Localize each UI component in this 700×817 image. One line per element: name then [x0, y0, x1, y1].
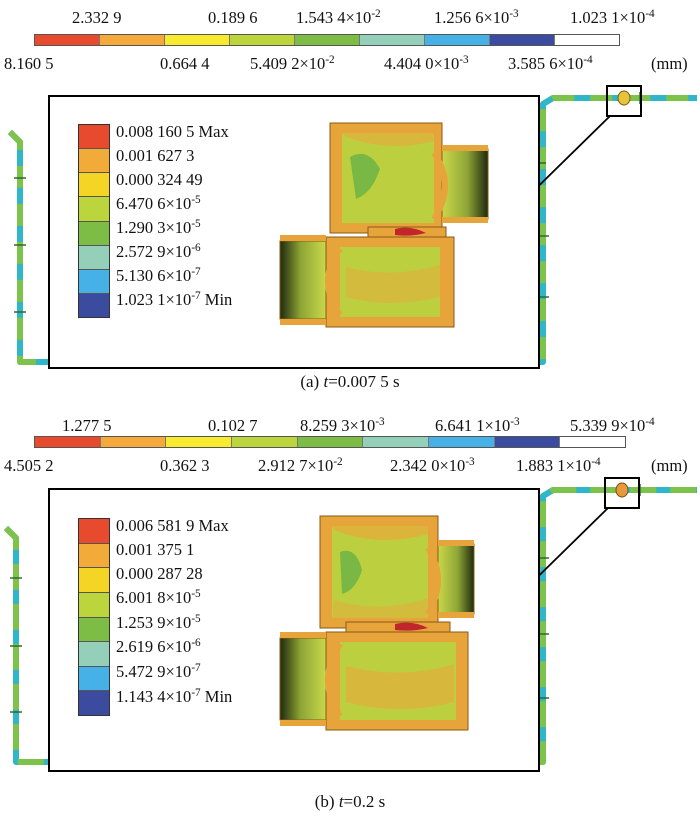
scale-swatch	[489, 35, 554, 45]
legend-swatch	[79, 665, 109, 691]
scale-swatch	[294, 35, 359, 45]
scale-bottom-label: 4.404 0×10-3	[384, 53, 469, 73]
legend-swatch	[79, 196, 109, 221]
zoom-box	[606, 85, 642, 117]
legend-swatch	[79, 591, 109, 617]
legend-swatch	[79, 690, 109, 715]
scale-top-label: 5.339 9×10-4	[570, 415, 655, 435]
scale-swatch	[99, 437, 166, 447]
scale-swatch	[296, 437, 363, 447]
legend-swatch	[79, 244, 109, 269]
scale-swatch	[428, 437, 494, 447]
legend-label: 0.008 160 5 Max	[116, 122, 229, 141]
legend-swatch	[79, 148, 109, 173]
valve-marker	[617, 90, 631, 106]
caption-b: (b) t=0.2 s	[314, 792, 386, 811]
legend-label: 0.000 287 28	[116, 564, 203, 583]
scale-top-label: 1.543 4×10-2	[296, 7, 381, 27]
legend-swatch	[79, 220, 109, 245]
legend-color-bar	[78, 124, 110, 318]
legend-label: 2.572 9×10-6	[116, 241, 201, 261]
scale-bottom-label: 0.362 3	[160, 456, 210, 475]
scale-top-label: 8.259 3×10-3	[300, 415, 385, 435]
scale-top-label: 1.023 1×10-4	[570, 7, 655, 27]
scale-swatch	[362, 437, 429, 447]
unit-label: (mm)	[651, 54, 688, 73]
scale-swatch	[35, 437, 100, 447]
legend-label: 0.001 375 1	[116, 540, 195, 559]
scale-bottom-label: 2.912 7×10-2	[258, 455, 343, 475]
valve-cross-section	[279, 515, 475, 731]
legend-label: 6.001 8×10-5	[116, 587, 201, 607]
legend-label: 0.000 324 49	[116, 170, 203, 189]
scale-bottom-label: 3.585 6×10-4	[508, 53, 593, 73]
detail-inset: 0.008 160 5 Max 0.001 627 3 0.000 324 49…	[48, 95, 540, 369]
legend-swatch	[79, 567, 109, 592]
scale-swatch	[493, 437, 560, 447]
scale-swatch	[359, 35, 424, 45]
scale-top-label: 6.641 1×10-3	[435, 415, 520, 435]
legend-swatch	[79, 268, 109, 293]
scale-bottom-label: 2.342 0×10-3	[390, 455, 475, 475]
scale-swatch	[424, 35, 489, 45]
color-scale-bar	[34, 34, 620, 46]
unit-label: (mm)	[651, 456, 688, 475]
scale-swatch	[559, 437, 626, 447]
scale-top-label: 2.332 9	[72, 8, 122, 27]
valve-cross-section	[279, 122, 489, 328]
legend-label: 1.023 1×10-7 Min	[116, 289, 233, 309]
legend-color-bar	[78, 518, 110, 716]
detail-inset: 0.006 581 9 Max 0.001 375 1 0.000 287 28…	[48, 488, 540, 772]
scale-top-label: 1.277 5	[62, 416, 112, 435]
legend-swatch	[79, 542, 109, 568]
legend-swatch	[79, 616, 109, 642]
zoom-box	[604, 477, 640, 509]
scale-bottom-label: 5.409 2×10-2	[250, 53, 335, 73]
legend-swatch	[79, 125, 109, 149]
scale-top-label: 0.102 7	[208, 416, 258, 435]
legend-label: 5.130 6×10-7	[116, 265, 201, 285]
legend-label: 0.006 581 9 Max	[116, 516, 229, 535]
scale-top-label: 0.189 6	[208, 8, 258, 27]
scale-bottom-label: 1.883 1×10-4	[516, 455, 601, 475]
legend-swatch	[79, 519, 109, 543]
scale-swatch	[554, 35, 619, 45]
scale-bottom-label: 8.160 5	[4, 54, 54, 73]
legend-label: 5.472 9×10-7	[116, 661, 201, 681]
legend-label: 1.290 3×10-5	[116, 217, 201, 237]
scale-swatch	[35, 35, 99, 45]
scale-bottom-label: 4.505 2	[4, 456, 54, 475]
scale-swatch	[229, 35, 294, 45]
legend-swatch	[79, 641, 109, 666]
scale-swatch	[231, 437, 297, 447]
panel-a: 2.332 9 0.189 6 1.543 4×10-2 1.256 6×10-…	[0, 0, 700, 395]
panel-b: 1.277 5 0.102 7 8.259 3×10-3 6.641 1×10-…	[0, 408, 700, 817]
scale-swatch	[99, 35, 164, 45]
valve-marker	[615, 482, 629, 498]
scale-top-label: 1.256 6×10-3	[434, 7, 519, 27]
scale-swatch	[164, 35, 229, 45]
legend-swatch	[79, 292, 109, 317]
legend-label: 2.619 6×10-6	[116, 636, 201, 656]
legend-swatch	[79, 172, 109, 197]
legend-label: 0.001 627 3	[116, 146, 195, 165]
legend-label: 1.253 9×10-5	[116, 612, 201, 632]
legend-label: 1.143 4×10-7 Min	[116, 686, 233, 706]
legend-label: 6.470 6×10-5	[116, 193, 201, 213]
color-scale-bar	[34, 436, 626, 448]
scale-swatch	[165, 437, 232, 447]
caption-a: (a) t=0.007 5 s	[300, 372, 400, 391]
scale-bottom-label: 0.664 4	[160, 54, 210, 73]
